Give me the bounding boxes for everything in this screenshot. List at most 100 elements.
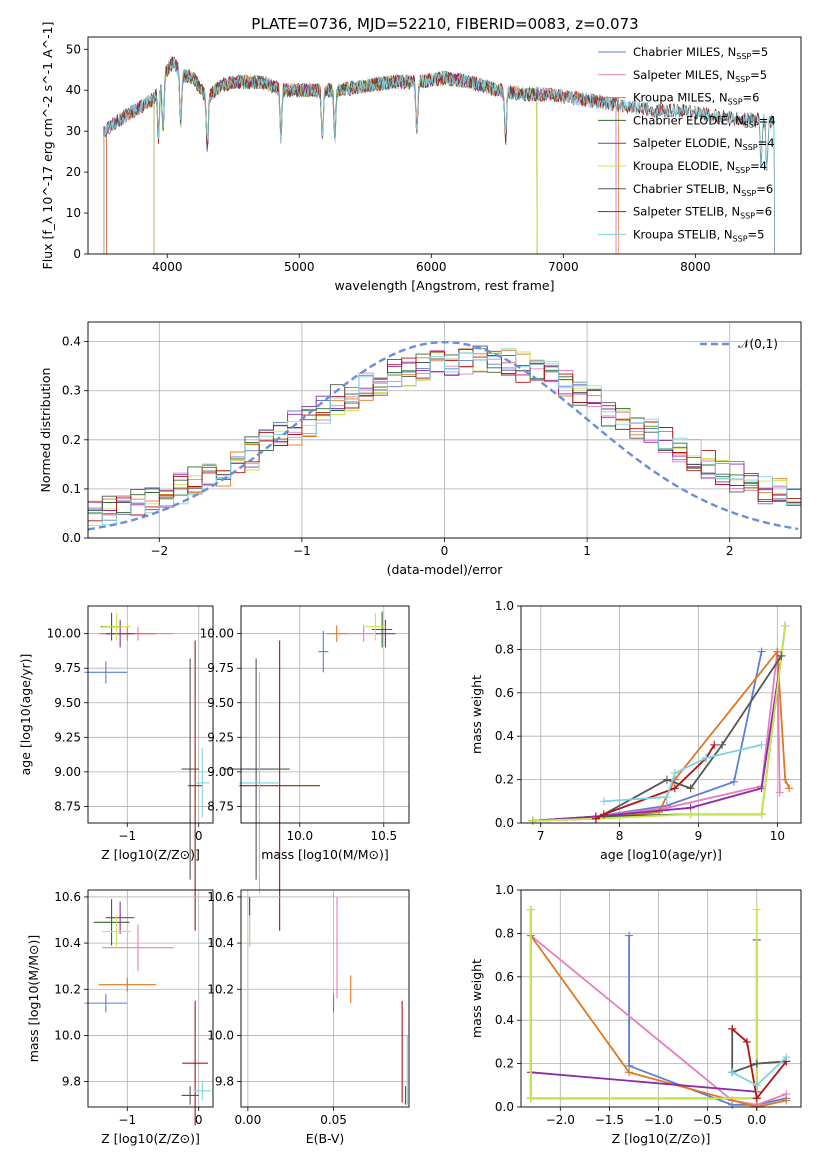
- x-tick-label: 0.00: [234, 1113, 261, 1127]
- y-axis-label: mass weight: [469, 959, 484, 1038]
- x-tick-label: −1.0: [644, 1113, 673, 1127]
- x-tick-label: 6000: [416, 260, 447, 274]
- x-tick-label: −2: [150, 544, 168, 558]
- legend-text: =4: [750, 159, 767, 173]
- y-tick-label: 10.6: [207, 890, 234, 904]
- weight-marker: [782, 1096, 791, 1105]
- weight-line: [530, 935, 787, 1108]
- legend-text: Salpeter STELIB, N: [633, 205, 740, 219]
- y-tick-label: 8.75: [207, 799, 234, 813]
- x-axis-label: wavelength [Angstrom, rest frame]: [334, 278, 554, 293]
- x-axis-label: (data-model)/error: [387, 562, 504, 577]
- x-tick-label: −0.5: [693, 1113, 722, 1127]
- weight-marker: [686, 810, 695, 819]
- y-axis-label: Normed distribution: [38, 368, 53, 493]
- mass-weight-vs-age-panel: 7 8 9 10 0.0 0.2 0.4 0.6 0.8 1.0 age [log10(age/yr…: [469, 599, 802, 862]
- weight-marker: [710, 740, 719, 749]
- y-tick-label: 9.00: [207, 765, 234, 779]
- weight-marker: [662, 775, 671, 784]
- weight-marker: [528, 816, 537, 825]
- y-tick-label: 10.6: [54, 890, 81, 904]
- y-tick-label: 0.8: [495, 926, 514, 940]
- x-tick-label: 0.05: [320, 1113, 347, 1127]
- spectrum-line: [153, 58, 538, 254]
- legend-subscript: SSP: [740, 212, 755, 221]
- legend-text: =6: [756, 182, 773, 196]
- weight-marker: [785, 784, 794, 793]
- x-tick-label: 0: [441, 544, 449, 558]
- weight-line: [529, 909, 758, 1100]
- legend-subscript: SSP: [728, 98, 743, 107]
- weight-marker: [781, 621, 790, 630]
- y-tick-label: 9.25: [54, 730, 81, 744]
- x-axis-label: mass [log10(M/M⊙)]: [261, 847, 389, 862]
- weight-line: [731, 1028, 787, 1074]
- axes-frame: [240, 605, 410, 824]
- x-tick-label: 10: [770, 829, 785, 843]
- legend-text: Kroupa ELODIE, N: [633, 159, 735, 173]
- y-tick-label: 10.00: [47, 627, 81, 641]
- x-tick-label: −1: [118, 829, 136, 843]
- weight-marker: [670, 784, 679, 793]
- x-tick-label: 2: [726, 544, 734, 558]
- weight-marker: [752, 1059, 761, 1068]
- weight-line: [530, 934, 787, 1106]
- y-tick-label: 10.0: [54, 1028, 81, 1042]
- age-vs-metallicity-panel: −1 0 8.75 9.00 9.25 9.50 9.75 10.00 Z [log10(Z/Z…: [18, 605, 214, 931]
- y-tick-label: 1.0: [495, 883, 514, 897]
- x-tick-label: 9: [695, 829, 703, 843]
- x-axis-label: Z [log10(Z/Z⊙)]: [612, 1131, 711, 1146]
- y-tick-label: 0: [73, 247, 81, 261]
- weight-marker: [757, 740, 766, 749]
- x-tick-label: 7000: [548, 260, 579, 274]
- legend-subscript: SSP: [741, 189, 756, 198]
- y-tick-label: 0.1: [62, 482, 81, 496]
- x-tick-label: 4000: [152, 260, 183, 274]
- residual-histogram-panel: −2 −1 0 1 2 0.0 0.1 0.2 0.3 0.4 (data-model)/error…: [38, 321, 802, 577]
- legend-entry: Salpeter STELIB, NSSP=6: [633, 205, 772, 221]
- legend-entry: Chabrier STELIB, NSSP=6: [633, 182, 773, 198]
- x-axis-label: Z [log10(Z/Z⊙)]: [101, 1131, 200, 1146]
- legend-text: =5: [751, 45, 768, 59]
- mass-vs-ebv-panel: 0.00 0.05 9.8 10.0 10.2 10.4 10.6 E(B-V): [207, 889, 410, 1146]
- legend-text: Kroupa STELIB, N: [633, 227, 733, 241]
- y-tick-label: 0.4: [495, 1013, 514, 1027]
- legend-text: Salpeter MILES, N: [633, 68, 735, 82]
- y-tick-label: 0.0: [495, 1100, 514, 1114]
- legend-entry: Chabrier MILES, NSSP=5: [633, 45, 768, 61]
- legend-text: =6: [755, 205, 772, 219]
- figure-title: PLATE=0736, MJD=52210, FIBERID=0083, z=0…: [251, 15, 638, 33]
- y-axis-label: mass weight: [469, 675, 484, 754]
- y-tick-label: 0.8: [495, 642, 514, 656]
- weight-marker: [728, 1024, 737, 1033]
- x-tick-label: 0: [195, 829, 203, 843]
- legend-subscript: SSP: [735, 75, 750, 84]
- y-tick-label: 10.2: [54, 982, 81, 996]
- legend-entry: Kroupa STELIB, NSSP=5: [633, 227, 764, 243]
- age-vs-mass-panel: 10.0 10.5 8.75 9.00 9.25 9.50 9.75 10.00 mass [l…: [200, 605, 410, 931]
- x-axis-label: E(B-V): [306, 1131, 345, 1146]
- y-tick-label: 1.0: [495, 599, 514, 613]
- weight-marker: [670, 769, 679, 778]
- y-tick-label: 0.4: [495, 729, 514, 743]
- x-tick-label: 8: [616, 829, 624, 843]
- weight-marker: [729, 777, 738, 786]
- y-tick-label: 10.4: [54, 936, 81, 950]
- weight-marker: [742, 1037, 751, 1046]
- weight-marker: [599, 810, 608, 819]
- legend-text: =5: [750, 68, 767, 82]
- legend-text: Chabrier MILES, N: [633, 45, 736, 59]
- axes-frame: [87, 605, 214, 824]
- x-tick-label: 1: [583, 544, 591, 558]
- weight-line: [603, 744, 762, 803]
- legend-entry: Salpeter ELODIE, NSSP=4: [633, 136, 775, 152]
- x-axis-label: Z [log10(Z/Z⊙)]: [101, 847, 200, 862]
- y-tick-label: 30: [66, 124, 81, 138]
- weight-marker: [625, 931, 634, 940]
- y-tick-label: 0.2: [495, 1057, 514, 1071]
- y-tick-label: 20: [66, 165, 81, 179]
- weight-marker: [752, 1094, 761, 1103]
- y-tick-label: 9.25: [207, 730, 234, 744]
- legend-entry: Kroupa MILES, NSSP=6: [633, 91, 759, 107]
- x-tick-label: −1: [293, 544, 311, 558]
